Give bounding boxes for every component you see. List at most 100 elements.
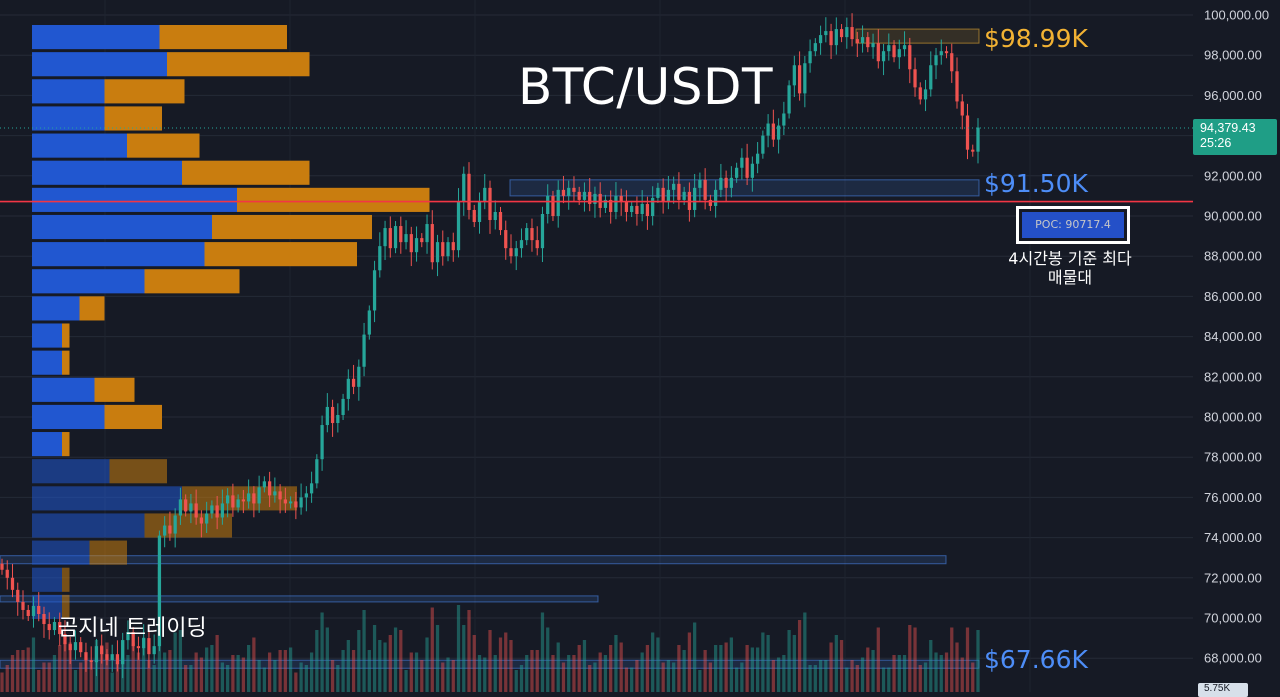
candle-body [435,242,440,263]
volume-bar [556,642,560,692]
candle-body [666,189,671,202]
volume-bar [881,667,886,692]
volume-bar [89,662,93,692]
volume-bar [194,652,198,692]
volume-bar [73,670,78,692]
volume-bar [824,660,828,692]
volume-bar [252,637,256,692]
candle-body [881,51,886,62]
candle-body [504,230,508,249]
volume-bar [761,632,765,692]
candle-body [477,201,482,223]
volume-bar [330,660,335,692]
candle-body [404,234,408,243]
volume-bar [939,655,943,692]
candle-body [934,55,938,66]
candle-body [84,652,88,661]
volume-bar [708,662,713,692]
poc-note: 4시간봉 기준 최다 매물대 [1008,249,1132,287]
volume-bar [803,612,807,692]
volume-bar [635,660,639,692]
candle-body [892,45,896,58]
price-tick-label: 84,000.00 [1204,329,1262,344]
candle-body [661,187,665,202]
volume-profile-down [182,160,310,185]
candle-body [288,501,293,504]
volume-bar [189,665,193,692]
volume-bar [163,652,167,692]
level-label-high: $98.99K [984,24,1088,53]
watermark-text: 곰지네 트레이딩 [58,616,207,641]
candle-body [267,481,272,496]
current-price-tag[interactable]: 94,379.43 25:26 [1193,119,1277,155]
candle-body [210,505,214,514]
candle-body [902,45,907,50]
level-label-low: $67.66K [984,645,1088,674]
volume-profile-down [104,79,185,104]
volume-bar [226,665,230,692]
volume-bar [220,662,225,692]
volume-bar [388,635,392,692]
candle-body [73,642,78,651]
candle-body [845,27,849,38]
candle-body [860,37,865,44]
candle-body [498,211,503,231]
volume-profile-down [62,350,70,375]
price-tick-label: 100,000.00 [1204,8,1269,23]
volume-bar [672,662,676,692]
volume-bar [603,655,608,692]
volume-profile-up [32,269,145,294]
volume-bar [645,645,650,692]
volume-bar [929,640,933,692]
price-lines [0,127,1193,203]
candle-body [168,525,172,534]
poc-label: POC: 90717.4 [1022,212,1124,238]
volume-bar [341,650,345,692]
volume-bar [257,660,261,692]
candle-body [567,187,571,196]
candle-body [582,191,587,200]
volume-bar [210,645,214,692]
volume-bar [246,645,251,692]
volume-bar [357,630,361,692]
volume-bar [126,655,130,692]
candle-body [420,238,424,243]
chart-title: BTC/USDT [518,58,774,116]
candle-body [540,213,545,249]
candle-body [850,27,854,40]
candle-body [792,65,796,86]
candle-body [651,197,655,216]
candle-body [808,51,812,64]
candle-body [351,378,356,387]
candle-body [923,89,928,100]
volume-profile-down [167,52,310,77]
candle-body [944,51,949,54]
candle-body [215,505,219,518]
candle-body [94,646,99,663]
candle-body [745,157,749,178]
volume-bar [839,640,844,692]
volume-bar [582,640,587,692]
candle-body [100,646,104,655]
volume-bar [498,637,503,692]
volume-bar [750,647,754,692]
candle-body [782,113,786,126]
candle-body [414,238,419,253]
candle-body [645,203,650,216]
candle-body [525,228,529,241]
candle-body [897,49,901,58]
volume-bar [640,652,644,692]
volume-bar [215,635,219,692]
candle-body [199,517,204,524]
volume-bar [976,630,980,692]
candle-body [330,406,335,424]
volume-profile-down [109,459,167,484]
volume-bar [651,632,655,692]
candle-body [813,43,817,52]
price-tick-label: 82,000.00 [1204,369,1262,384]
volume-bar [68,642,72,692]
candle-body [887,45,891,52]
price-axis[interactable]: 68,000.00 70,000.00 72,000.00 74,000.00 76,0… [1204,8,1269,666]
candle-body [26,609,30,616]
candle-body [693,187,697,210]
